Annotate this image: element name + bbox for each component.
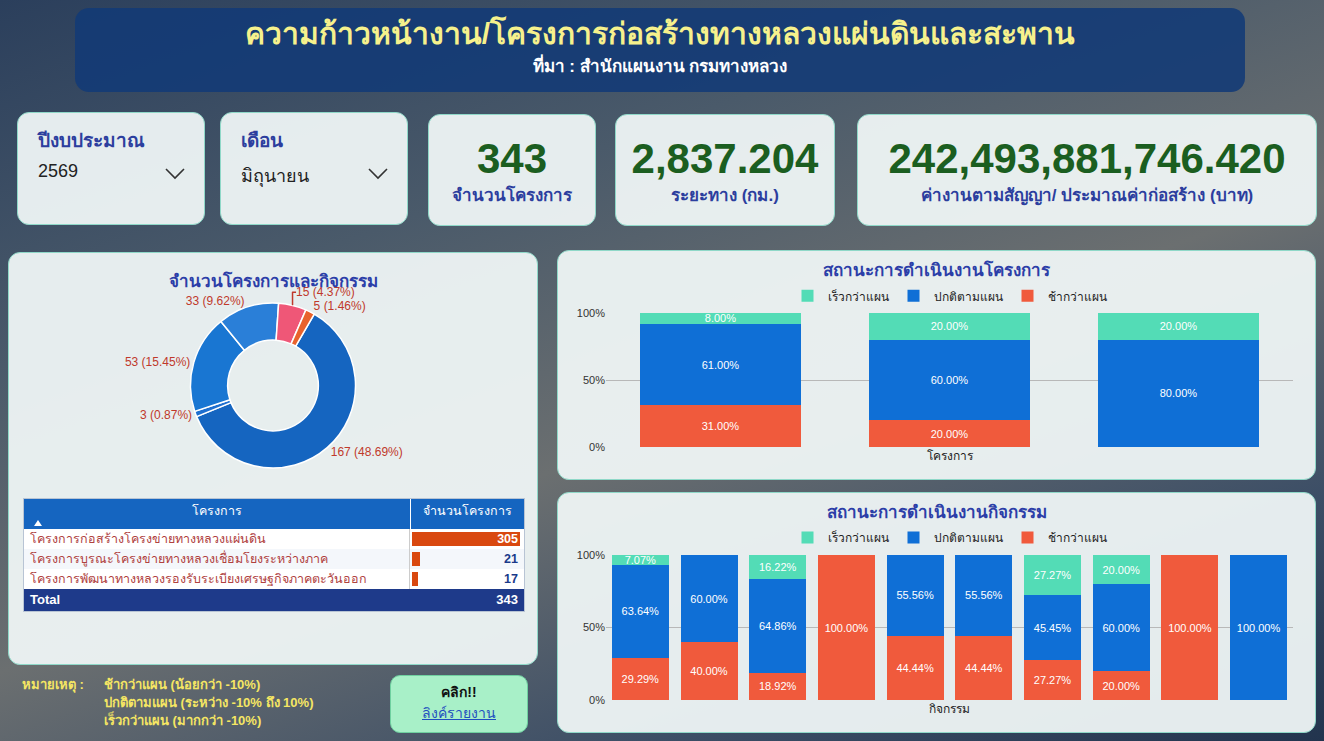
svg-text:สถานะการดำเนินงานโครงการ: สถานะการดำเนินงานโครงการ (823, 260, 1051, 280)
svg-text:61.00%: 61.00% (702, 359, 740, 371)
svg-text:20.00%: 20.00% (931, 428, 969, 440)
html-text:เร็วกว่าแผน (มากกว่า -10%): เร็วกว่าแผน (มากกว่า -10%) (104, 713, 262, 728)
svg-text:20.00%: 20.00% (1102, 564, 1140, 576)
svg-text:29.29%: 29.29% (622, 673, 660, 685)
html-text:โครงการบูรณะโครงข่ายทางหลวงเชื: โครงการบูรณะโครงข่ายทางหลวงเชื่อมโยงระหว… (30, 552, 328, 566)
svg-text:100.00%: 100.00% (1168, 622, 1212, 634)
svg-text:20.00%: 20.00% (1102, 680, 1140, 692)
svg-text:3 (0.87%): 3 (0.87%) (140, 408, 192, 422)
svg-text:27.27%: 27.27% (1034, 674, 1072, 686)
svg-text:80.00%: 80.00% (1160, 387, 1198, 399)
svg-text:ปกติตามแผน: ปกติตามแผน (934, 290, 1003, 304)
svg-text:ปกติตามแผน: ปกติตามแผน (934, 531, 1003, 545)
html-text:305: 305 (497, 532, 518, 546)
html-text:Total: Total (30, 592, 61, 607)
html-text:เดือน: เดือน (241, 130, 283, 151)
svg-text:100.00%: 100.00% (825, 622, 869, 634)
svg-text:100.00%: 100.00% (1237, 622, 1281, 634)
html-text:มิถุนายน: มิถุนายน (241, 166, 309, 186)
svg-text:44.44%: 44.44% (896, 662, 934, 674)
html-text:ปกติตามแผน (ระหว่าง -10% ถึง 1: ปกติตามแผน (ระหว่าง -10% ถึง 10%) (104, 695, 314, 710)
svg-text:18.92%: 18.92% (759, 680, 797, 692)
html-text:โครงการก่อสร้างโครงข่ายทางหลวง: โครงการก่อสร้างโครงข่ายทางหลวงแผ่นดิน (30, 532, 266, 546)
html-text:จำนวนโครงการ: จำนวนโครงการ (452, 186, 572, 205)
svg-text:0%: 0% (589, 694, 605, 706)
svg-text:60.00%: 60.00% (690, 593, 728, 605)
svg-text:100%: 100% (577, 549, 605, 561)
svg-text:ช้ากว่าแผน: ช้ากว่าแผน (1048, 290, 1107, 304)
html-text:242,493,881,746.420: 242,493,881,746.420 (888, 135, 1286, 182)
svg-text:53 (15.45%): 53 (15.45%) (125, 355, 190, 369)
svg-text:8.00%: 8.00% (705, 312, 736, 324)
svg-text:20.00%: 20.00% (931, 320, 969, 332)
svg-text:7.07%: 7.07% (625, 554, 656, 566)
html-text:17: 17 (504, 572, 518, 586)
html-text:ที่มา : สำนักแผนงาน กรมทางหลวง: ที่มา : สำนักแผนงาน กรมทางหลวง (532, 57, 788, 76)
svg-text:50%: 50% (583, 374, 605, 386)
html-text:หมายเหตุ :: หมายเหตุ : (22, 677, 84, 692)
svg-text:31.00%: 31.00% (702, 420, 740, 432)
svg-text:63.64%: 63.64% (622, 605, 660, 617)
html-text:ความก้าวหน้างาน/โครงการก่อสร้า: ความก้าวหน้างาน/โครงการก่อสร้างทางหลวงแผ… (244, 17, 1076, 50)
html-text:2569: 2569 (38, 161, 78, 181)
svg-text:โครงการ: โครงการ (927, 449, 974, 463)
html-text:คลิก!!: คลิก!! (441, 684, 477, 700)
html-text:จำนวนโครงการ: จำนวนโครงการ (422, 504, 512, 518)
html-text:ค่างานตามสัญญา/ ประมาณค่าก่อสร: ค่างานตามสัญญา/ ประมาณค่าก่อสร้าง (บาท) (920, 186, 1254, 205)
svg-text:33 (9.62%): 33 (9.62%) (186, 294, 245, 308)
svg-text:60.00%: 60.00% (931, 374, 969, 386)
svg-text:กิจกรรม: กิจกรรม (929, 702, 970, 716)
html-text:ปีงบประมาณ: ปีงบประมาณ (38, 130, 145, 151)
html-text:343: 343 (477, 135, 547, 182)
svg-text:55.56%: 55.56% (965, 589, 1003, 601)
svg-text:สถานะการดำเนินงานกิจกรรม: สถานะการดำเนินงานกิจกรรม (827, 503, 1047, 522)
svg-text:167 (48.69%): 167 (48.69%) (331, 445, 403, 459)
svg-text:44.44%: 44.44% (965, 662, 1003, 674)
svg-text:เร็วกว่าแผน: เร็วกว่าแผน (828, 289, 889, 304)
svg-text:จำนวนโครงการและกิจกรรม: จำนวนโครงการและกิจกรรม (169, 271, 378, 291)
html-text:ระยะทาง (กม.): ระยะทาง (กม.) (671, 186, 779, 205)
svg-text:20.00%: 20.00% (1160, 320, 1198, 332)
html-text:ลิงค์รายงาน: ลิงค์รายงาน (422, 705, 496, 721)
svg-text:100%: 100% (577, 307, 605, 319)
svg-text:40.00%: 40.00% (690, 665, 728, 677)
html-text:ช้ากว่าแผน (น้อยกว่า -10%): ช้ากว่าแผน (น้อยกว่า -10%) (104, 677, 261, 692)
svg-text:5 (1.46%): 5 (1.46%) (314, 299, 366, 313)
svg-text:16.22%: 16.22% (759, 561, 797, 573)
svg-text:0%: 0% (589, 441, 605, 453)
svg-text:64.86%: 64.86% (759, 620, 797, 632)
html-text:21: 21 (504, 552, 518, 566)
html-text:343: 343 (496, 592, 518, 607)
svg-text:เร็วกว่าแผน: เร็วกว่าแผน (828, 530, 889, 545)
svg-text:60.00%: 60.00% (1102, 622, 1140, 634)
html-text:2,837.204: 2,837.204 (631, 135, 819, 182)
svg-text:ช้ากว่าแผน: ช้ากว่าแผน (1048, 531, 1107, 545)
svg-text:55.56%: 55.56% (896, 589, 934, 601)
svg-text:27.27%: 27.27% (1034, 569, 1072, 581)
svg-text:50%: 50% (583, 621, 605, 633)
svg-text:45.45%: 45.45% (1034, 622, 1072, 634)
svg-text:15 (4.37%): 15 (4.37%) (296, 285, 355, 299)
html-text:โครงการพัฒนาทางหลวงรองรับระเบี: โครงการพัฒนาทางหลวงรองรับระเบียงเศรษฐกิจ… (30, 572, 367, 586)
html-text:โครงการ: โครงการ (191, 504, 242, 518)
